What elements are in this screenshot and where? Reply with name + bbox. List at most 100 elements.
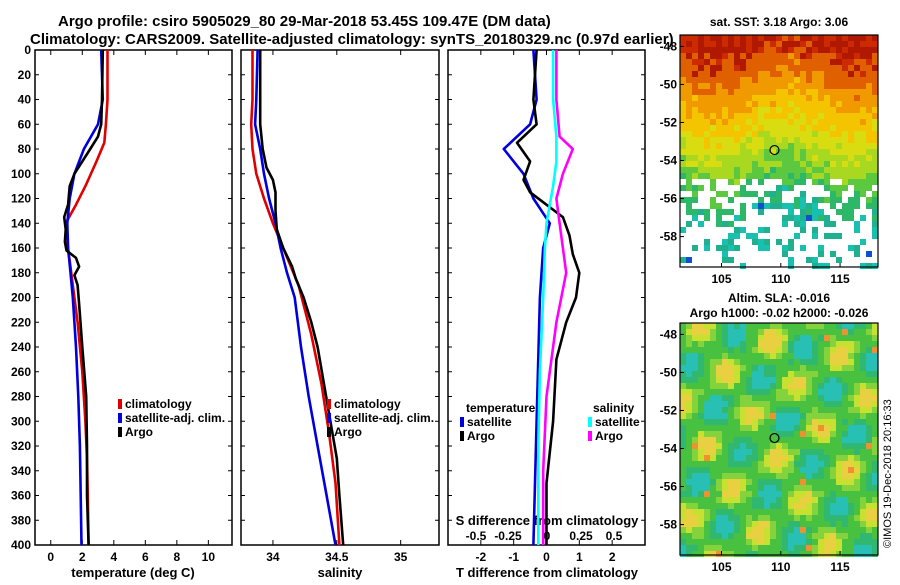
- sst-map-cell: [770, 89, 776, 95]
- sla-map-cell: [758, 515, 764, 521]
- sla-map-cell: [866, 365, 872, 371]
- sla-map-cell: [794, 377, 800, 383]
- sst-map-cell: [716, 95, 722, 101]
- sst-map-cell: [806, 209, 812, 215]
- sst-map-cell: [758, 209, 764, 215]
- sst-map-cell: [716, 59, 722, 65]
- sst-map-cell: [776, 95, 782, 101]
- sst-map-cell: [698, 143, 704, 149]
- sla-map-cell: [842, 431, 848, 437]
- sla-map-cell: [818, 371, 824, 377]
- sst-map-cell: [854, 191, 860, 197]
- sla-map-cell: [860, 527, 866, 533]
- map-y-tick-label: -54: [660, 442, 678, 456]
- sla-map-cell: [866, 413, 872, 419]
- sst-map-cell: [836, 35, 842, 41]
- sla-map-cell: [698, 455, 704, 461]
- sla-map-cell: [806, 527, 812, 533]
- sst-map-cell: [812, 227, 818, 233]
- sst-map-cell: [860, 35, 866, 41]
- sst-map-cell: [758, 113, 764, 119]
- sst-map-cell: [812, 35, 818, 41]
- sst-map-cell: [716, 47, 722, 53]
- sla-map-cell: [836, 455, 842, 461]
- sst-map-cell: [824, 101, 830, 107]
- sla-map-cell: [872, 335, 878, 341]
- sla-map-cell: [866, 467, 872, 473]
- sla-map-cell: [686, 509, 692, 515]
- sla-map-cell: [758, 383, 764, 389]
- sla-map-cell: [824, 515, 830, 521]
- sla-map-cell: [806, 377, 812, 383]
- sla-map-cell: [698, 347, 704, 353]
- sst-map-cell: [842, 107, 848, 113]
- sst-map-cell: [740, 137, 746, 143]
- sla-map-cell: [818, 449, 824, 455]
- sst-map-cell: [734, 173, 740, 179]
- sla-map-cell: [788, 395, 794, 401]
- sst-map-cell: [758, 65, 764, 71]
- sst-map-cell: [770, 191, 776, 197]
- sla-map-cell: [692, 545, 698, 551]
- sla-map-cell: [824, 443, 830, 449]
- sla-map-cell: [758, 449, 764, 455]
- sla-map-cell: [710, 503, 716, 509]
- sla-map-cell: [824, 353, 830, 359]
- sst-map-cell: [740, 209, 746, 215]
- sla-map-cell: [716, 521, 722, 527]
- sla-map-cell: [740, 341, 746, 347]
- sst-map-cell: [812, 119, 818, 125]
- sst-map-cell: [722, 137, 728, 143]
- sst-map-cell: [818, 161, 824, 167]
- sla-map-cell: [686, 425, 692, 431]
- sla-map-cell: [776, 353, 782, 359]
- sst-map-cell: [860, 53, 866, 59]
- sla-map-cell: [872, 533, 878, 539]
- imos-watermark: ©IMOS 19-Dec-2018 20:16:33: [882, 399, 894, 548]
- sla-map-cell: [818, 395, 824, 401]
- sla-map-cell: [842, 359, 848, 365]
- sla-map-cell: [722, 443, 728, 449]
- sla-map-cell: [854, 491, 860, 497]
- sla-map-cell: [722, 485, 728, 491]
- sla-map-cell: [782, 377, 788, 383]
- sst-map-cell: [842, 155, 848, 161]
- sst-map-cell: [830, 47, 836, 53]
- sst-map-cell: [710, 203, 716, 209]
- sla-map-cell: [842, 419, 848, 425]
- sla-map-cell: [800, 353, 806, 359]
- sla-map-cell: [788, 371, 794, 377]
- sla-map-cell: [830, 479, 836, 485]
- sst-map-cell: [710, 161, 716, 167]
- sst-map-cell: [848, 113, 854, 119]
- sla-map-cell: [728, 365, 734, 371]
- sst-map-cell: [794, 107, 800, 113]
- sst-map-cell: [698, 47, 704, 53]
- sla-map-cell: [872, 437, 878, 443]
- sla-map-cell: [746, 491, 752, 497]
- sla-map-cell: [830, 431, 836, 437]
- sst-map-cell: [740, 95, 746, 101]
- sst-map-cell: [734, 143, 740, 149]
- sla-map-cell: [800, 443, 806, 449]
- sla-map-cell: [800, 473, 806, 479]
- sla-map-cell: [812, 359, 818, 365]
- sst-map-cell: [740, 227, 746, 233]
- sla-map-cell: [836, 425, 842, 431]
- sst-map-cell: [818, 167, 824, 173]
- sla-map-cell: [776, 527, 782, 533]
- sst-map-cell: [776, 113, 782, 119]
- sla-map-cell: [710, 347, 716, 353]
- sla-map-cell: [728, 545, 734, 551]
- sla-map-cell: [860, 509, 866, 515]
- sla-map-cell: [740, 551, 746, 557]
- sla-map-cell: [806, 503, 812, 509]
- sst-map-cell: [752, 95, 758, 101]
- sst-map-cell: [812, 95, 818, 101]
- sst-map-cell: [848, 77, 854, 83]
- sla-map-cell: [830, 503, 836, 509]
- sla-map-cell: [824, 479, 830, 485]
- sst-map-cell: [686, 95, 692, 101]
- sla-map-cell: [866, 497, 872, 503]
- sst-map-cell: [770, 95, 776, 101]
